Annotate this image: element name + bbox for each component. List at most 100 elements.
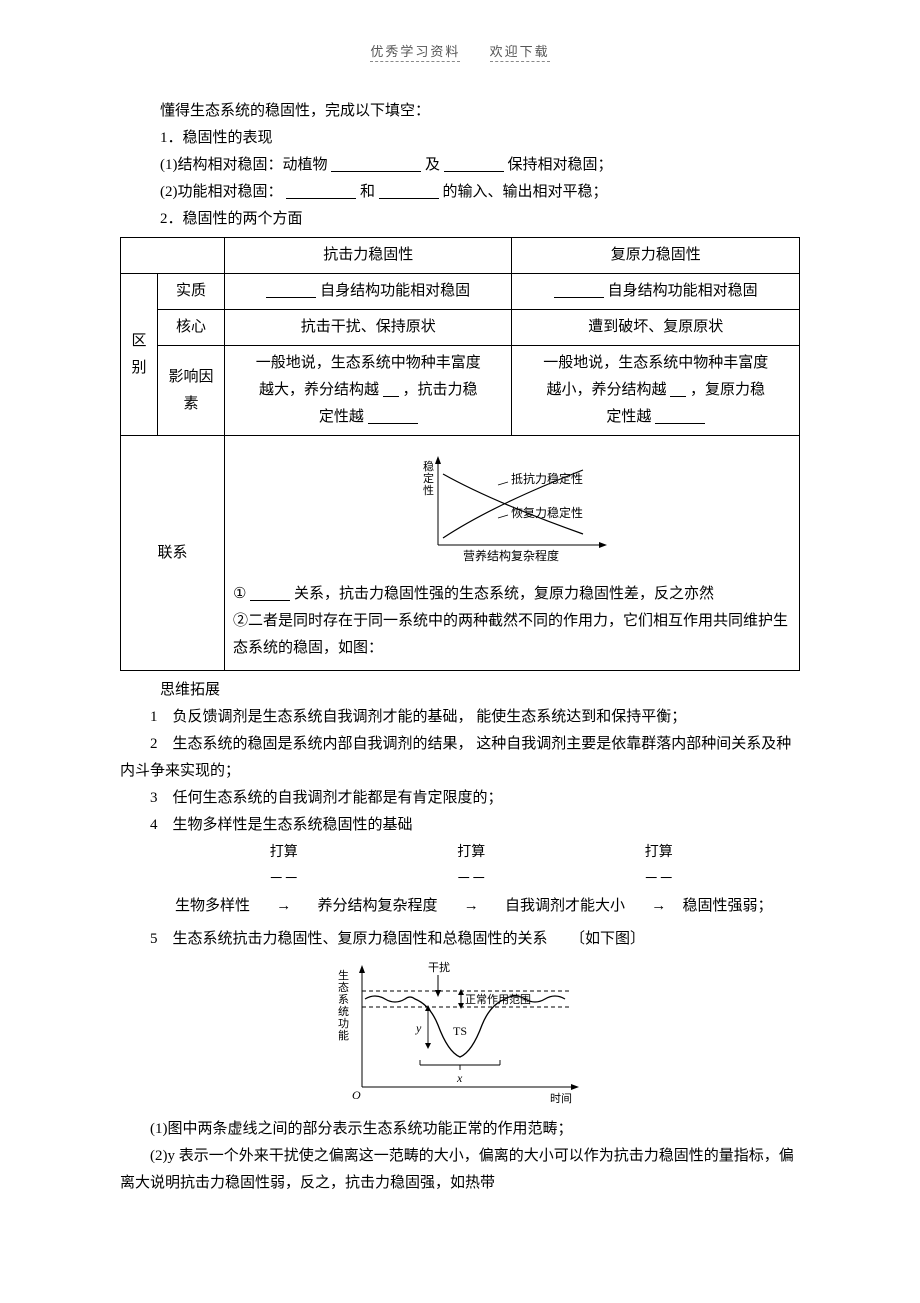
arrow-top-3: 打算 (639, 840, 679, 865)
r3c2-l3: 定性越 (518, 404, 793, 431)
function-time-diagram: 生 态 系 统 功 能 O 干扰 正常作用范围 y TS x 时 (320, 957, 600, 1112)
arrow-top-2: 打算 (451, 840, 491, 865)
tbl-r1c2: 自身结构功能相对稳固 (512, 274, 800, 310)
stability-curve-diagram: 稳 定 性 抵抗力稳定性 恢复力稳定性 营养结构复杂程度 (403, 450, 623, 565)
section2-block: 思维拓展 (160, 677, 800, 704)
r3c1-l1: 一般地说，生态系统中物种丰富度 (231, 350, 505, 377)
arrow-icon: －－→ (451, 866, 491, 920)
d2-range-label: 正常作用范围 (465, 992, 531, 1006)
r3c2-l1: 一般地说，生态系统中物种丰富度 (518, 350, 793, 377)
intro-l3-pre: (1)结构相对稳固：动植物 (160, 157, 328, 173)
chain-t1: 生物多样性 (165, 893, 260, 920)
d2-ts: TS (453, 1024, 467, 1038)
tbl-rowlabel-core: 核心 (158, 310, 225, 346)
intro-l3-post: 保持相对稳固； (508, 157, 613, 173)
r3c1-l2a: 越大，养分结构越 (259, 382, 379, 398)
tbl-rowgroup-diff: 区别 (121, 274, 158, 436)
intro-l4-mid: 和 (360, 184, 375, 200)
blank-fill[interactable] (250, 585, 290, 601)
tbl-blank-header (121, 238, 225, 274)
intro-l3-mid: 及 (425, 157, 440, 173)
intro-line-4: (2)功能相对稳固： 和 的输入、输出相对平稳； (160, 179, 800, 206)
r3c2-l3a: 定性越 (606, 409, 651, 425)
arrow-chain-body: 生物多样性 －－→ 养分结构复杂程度 －－→ 自我调剂才能大小 －－→ 稳固性强… (165, 866, 800, 920)
arrow-label-1 (165, 840, 260, 865)
arrow-icon: －－→ (639, 866, 679, 920)
page-header: 优秀学习资料 欢迎下载 (120, 40, 800, 63)
r3c1-l2b: ，抗击力稳 (402, 382, 477, 398)
chain-t2: 养分结构复杂程度 (308, 893, 448, 920)
blank-fill[interactable] (655, 408, 705, 424)
arrow-top-1: 打算 (264, 840, 304, 865)
d1-ylabel-3: 性 (423, 483, 434, 497)
tbl-r2c2: 遭到破坏、复原原状 (512, 310, 800, 346)
d2-yl-2: 系 (338, 993, 349, 1006)
d1-xlabel: 营养结构复杂程度 (463, 548, 559, 563)
header-left: 优秀学习资料 (370, 44, 460, 62)
tbl-r3c1: 一般地说，生态系统中物种丰富度 越大，养分结构越 ，抗击力稳 定性越 (225, 346, 512, 436)
blank-fill[interactable] (286, 183, 356, 199)
d2-yl-1: 态 (338, 981, 349, 994)
tbl-col-header-1: 抗击力稳固性 (225, 238, 512, 274)
tbl-r2c1: 抗击干扰、保持原状 (225, 310, 512, 346)
chain-t4: 稳固性强弱； (683, 893, 773, 920)
d2-yl-0: 生 (338, 968, 349, 982)
r3c2-l2: 越小，养分结构越 ，复原力稳 (518, 377, 793, 404)
d1-ylabel-1: 稳 (423, 459, 434, 473)
blank-fill[interactable] (331, 156, 421, 172)
blank-fill[interactable] (670, 381, 686, 397)
stability-table: 抗击力稳固性 复原力稳固性 区别 实质 自身结构功能相对稳固 自身结构功能相对稳… (120, 237, 800, 671)
d1-curve-bottom: 恢复力稳定性 (511, 505, 583, 520)
r1c2-text: 自身结构功能相对稳固 (608, 283, 758, 299)
section2-heading: 思维拓展 (160, 677, 800, 704)
arrow-chain-labels: 打算 打算 打算 (165, 839, 800, 866)
d2-yl-4: 功 (338, 1017, 349, 1030)
link-text-1: 关系，抗击力稳固性强的生态系统，复原力稳固性差，反之亦然 (294, 586, 714, 602)
tbl-r3c2: 一般地说，生态系统中物种丰富度 越小，养分结构越 ，复原力稳 定性越 (512, 346, 800, 436)
intro-line-3: (1)结构相对稳固：动植物 及 保持相对稳固； (160, 152, 800, 179)
d2-disturb: 干扰 (428, 960, 450, 974)
sec2-p1: 1 负反馈调剂是生态系统自我调剂才能的基础， 能使生态系统达到和保持平衡； (120, 704, 800, 731)
d1-curve-top: 抵抗力稳定性 (511, 471, 583, 486)
chain-t3: 自我调剂才能大小 (495, 893, 635, 920)
link-text-row1: ① 关系，抗击力稳固性强的生态系统，复原力稳固性差，反之亦然 (233, 581, 793, 608)
tbl-rowgroup-link: 联系 (121, 436, 225, 671)
intro-line-5: 2．稳固性的两个方面 (160, 206, 800, 233)
r3c1-l3a: 定性越 (319, 409, 364, 425)
blank-fill[interactable] (554, 282, 604, 298)
tbl-col-header-2: 复原力稳固性 (512, 238, 800, 274)
intro-l4-post: 的输入、输出相对平稳； (443, 184, 608, 200)
sec2-p4: 4 生物多样性是生态系统稳固性的基础 (120, 812, 800, 839)
tbl-link-cell: 稳 定 性 抵抗力稳定性 恢复力稳定性 营养结构复杂程度 ① (225, 436, 800, 671)
blank-fill[interactable] (383, 381, 399, 397)
d2-xlabel: 时间 (550, 1092, 572, 1105)
r3c1-l3: 定性越 (231, 404, 505, 431)
blank-fill[interactable] (444, 156, 504, 172)
blank-fill[interactable] (368, 408, 418, 424)
intro-line-2: 1．稳固性的表现 (160, 125, 800, 152)
header-right: 欢迎下载 (490, 44, 550, 62)
intro-line-1: 懂得生态系统的稳固性，完成以下填空： (160, 98, 800, 125)
r3c2-l2a: 越小，养分结构越 (546, 382, 666, 398)
d2-x-var: x (456, 1071, 463, 1085)
sec2-p2: 2 生态系统的稳固是系统内部自我调剂的结果， 这种自我调剂主要是依靠群落内部种间… (120, 731, 800, 785)
tail-t1: (1)图中两条虚线之间的部分表示生态系统功能正常的作用范畴； (120, 1116, 800, 1143)
sec2-p6: 5 生态系统抗击力稳固性、复原力稳固性和总稳固性的关系 〔如下图〕 (120, 926, 800, 953)
tbl-rowlabel-essence: 实质 (158, 274, 225, 310)
tbl-r1c1: 自身结构功能相对稳固 (225, 274, 512, 310)
arrow-label-3 (495, 840, 635, 865)
blank-fill[interactable] (379, 183, 439, 199)
r3c1-l2: 越大，养分结构越 ，抗击力稳 (231, 377, 505, 404)
d2-y-var: y (415, 1021, 422, 1035)
r3c2-l2b: ，复原力稳 (690, 382, 765, 398)
intro-block: 懂得生态系统的稳固性，完成以下填空： 1．稳固性的表现 (1)结构相对稳固：动植… (160, 98, 800, 233)
d2-origin: O (352, 1088, 361, 1102)
r1c1-text: 自身结构功能相对稳固 (320, 283, 470, 299)
blank-fill[interactable] (266, 282, 316, 298)
tail-t2: (2)y 表示一个外来干扰使之偏离这一范畴的大小，偏离的大小可以作为抗击力稳固性… (120, 1143, 800, 1197)
d2-yl-5: 能 (338, 1028, 349, 1042)
intro-l4-pre: (2)功能相对稳固： (160, 184, 283, 200)
sec2-p3: 3 任何生态系统的自我调剂才能都是有肯定限度的； (120, 785, 800, 812)
link-num1: ① (233, 586, 246, 602)
tbl-rowlabel-factor: 影响因素 (158, 346, 225, 436)
